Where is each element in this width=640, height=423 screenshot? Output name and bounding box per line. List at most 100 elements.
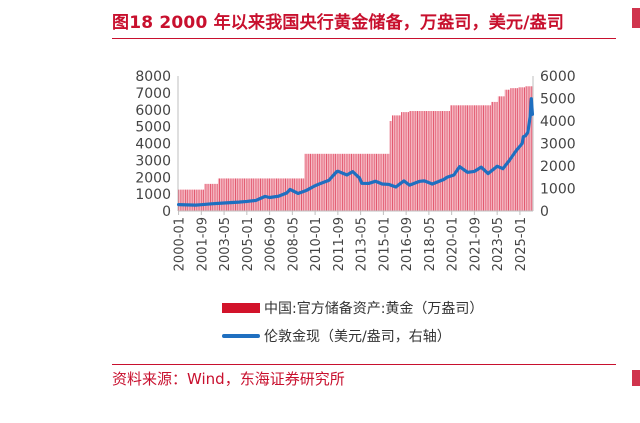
reserve-bar [237,178,239,211]
reserve-bar [222,178,224,211]
reserve-bar [452,105,454,211]
reserve-bar [444,111,446,211]
reserve-bar [337,153,339,211]
reserve-bar [394,115,396,211]
reserve-bar [471,105,473,211]
reserve-bar [468,105,470,211]
reserve-bar [481,105,483,211]
reserve-bar [461,105,463,211]
reserve-bar [417,111,418,211]
reserve-bar [303,178,305,211]
reserve-bar [454,105,456,211]
reserve-bar [252,178,253,211]
reserve-bar [411,111,413,211]
next-source-edge [632,370,640,386]
reserve-bar [401,112,403,211]
chart-axes: 0100020003000400050006000700080000100020… [135,69,575,271]
reserve-bar [388,153,390,211]
reserve-bar [288,178,290,211]
reserve-bar [506,89,508,211]
reserve-bar [421,111,423,211]
reserve-bar [384,153,385,211]
reserve-bar [341,153,343,211]
reserve-bar [225,178,227,211]
reserve-bar [299,178,301,211]
reserve-bar [287,178,289,211]
reserve-bar [257,178,259,211]
reserve-bar [480,105,482,211]
reserve-bar [328,153,330,211]
reserve-bar [445,111,447,211]
reserve-bar [182,189,184,211]
reserve-bar [314,153,316,211]
reserve-bar [332,153,334,211]
reserve-bar [293,178,294,211]
x-tick-label: 2011-09 [332,217,347,271]
reserve-bar [399,115,401,211]
reserve-bar [296,178,298,211]
reserve-bar [513,88,515,211]
reserve-bar [311,153,313,211]
reserve-bar [295,178,297,211]
reserve-bar [525,86,527,211]
reserve-bar [429,111,431,211]
reserve-bar [334,153,335,211]
reserve-bar [221,178,223,211]
reserve-bar [355,153,357,211]
reserve-bar [233,178,235,211]
reserve-bar [356,153,358,211]
reserve-bar [475,105,476,211]
reserve-bar [455,105,457,211]
reserve-bar [451,105,453,211]
reserve-bar [450,105,451,211]
reserve-bar [262,178,264,211]
reserve-bar [272,178,274,211]
reserve-bar [301,178,302,211]
reserve-bar [463,105,465,211]
reserve-bar [396,115,398,211]
x-tick-label: 2021-09 [468,217,483,271]
reserve-bar [448,111,450,211]
reserve-bar [528,86,530,211]
reserve-bar [241,178,243,211]
reserve-bar [427,111,429,211]
reserve-bar [407,112,409,211]
reserve-bar [467,105,469,211]
reserve-bar [318,153,319,211]
title-divider [112,38,616,39]
reserve-bar [307,153,309,211]
reserve-bar [435,111,437,211]
legend-label-gold-price: 伦敦金现（美元/盎司，右轴） [264,329,451,345]
reserve-bar [219,178,220,211]
reserve-bar [231,178,233,211]
reserve-bar [235,178,236,211]
reserve-bar [409,111,410,211]
reserve-bar [187,189,189,211]
reserve-bar [404,112,406,211]
reserve-bar [212,183,214,211]
chart-title: 图18 2000 年以来我国央行黄金储备，万盎司，美元/盎司 [112,13,565,33]
reserve-bar [310,153,312,211]
source-divider [112,364,616,365]
reserve-bar [484,105,486,211]
reserve-bar [338,153,340,211]
reserve-bar [247,178,249,211]
y-left-tick-label: 2000 [135,170,171,186]
reserve-bar [229,178,231,211]
reserve-bar [423,111,425,211]
reserve-bar [500,96,502,211]
reserve-bar [192,189,194,211]
reserve-bar [202,189,203,211]
reserve-bar [473,105,475,211]
reserve-bar [505,89,507,211]
reserve-bar [422,111,424,211]
reserve-bar [397,115,399,211]
reserve-bar [242,178,244,211]
reserve-bar [340,153,342,211]
reserve-bar [509,89,511,211]
reserve-bar [489,105,491,211]
reserve-bar [497,96,499,211]
reserve-bar [477,105,479,211]
reserve-bar [530,86,532,211]
reserve-bar [496,101,498,211]
